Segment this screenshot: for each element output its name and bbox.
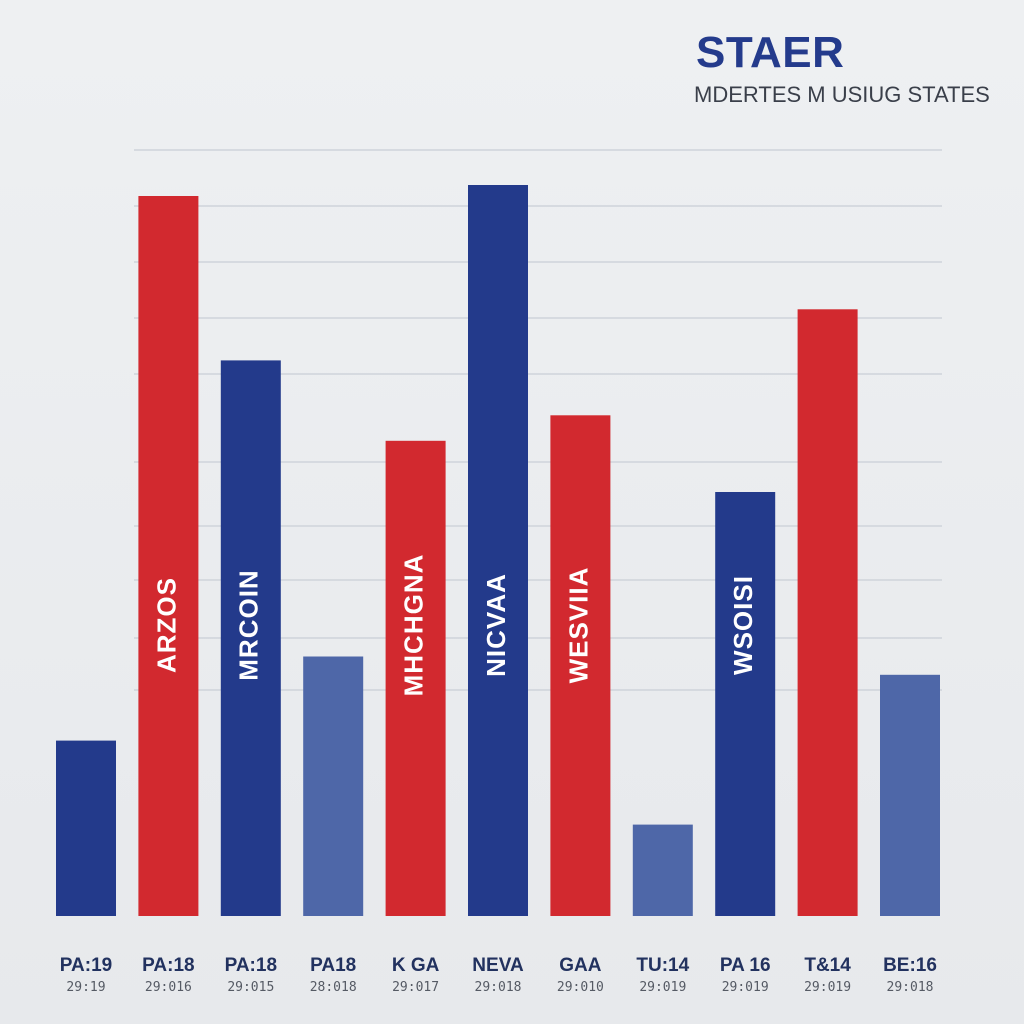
category-sublabel-4: 28:018 bbox=[310, 980, 357, 995]
bar-7 bbox=[550, 415, 611, 916]
category-labels: PA:19 29:19 PA:18 29:016 PA:18 29:015 PA18 28:0… bbox=[60, 955, 937, 995]
bar-6 bbox=[468, 185, 528, 916]
bar-9 bbox=[715, 492, 776, 916]
category-label-7: GAA bbox=[559, 955, 602, 976]
bar-1 bbox=[56, 740, 116, 916]
category-sublabel-9: 29:019 bbox=[722, 980, 769, 995]
category-label-9: PA 16 bbox=[720, 955, 771, 976]
category-sublabel-7: 29:010 bbox=[557, 980, 604, 995]
category-label-11: BE:16 bbox=[883, 955, 937, 976]
category-label-2: PA:18 bbox=[142, 955, 194, 976]
category-label-4: PA18 bbox=[310, 955, 356, 976]
category-sublabel-10: 29:019 bbox=[804, 980, 851, 995]
category-label-5: K GA bbox=[392, 955, 440, 976]
bar-8 bbox=[632, 824, 693, 916]
category-sublabel-3: 29:015 bbox=[227, 980, 274, 995]
chart-subtitle: MDERTES M USIUG STATES bbox=[694, 82, 990, 107]
bar-11 bbox=[880, 674, 940, 916]
bars: ARZOS MRCOIN MHCHGNA NICVAA WESVIIA WSOISI bbox=[56, 185, 940, 916]
bar-10 bbox=[797, 309, 858, 916]
bar-label-6: NICVAA bbox=[481, 573, 511, 677]
bar-label-5: MHCHGNA bbox=[398, 554, 428, 697]
category-label-3: PA:18 bbox=[225, 955, 277, 976]
category-sublabel-5: 29:017 bbox=[392, 980, 439, 995]
bar-label-3: MRCOIN bbox=[234, 569, 264, 680]
category-label-1: PA:19 bbox=[60, 955, 112, 976]
bar-3 bbox=[220, 360, 281, 916]
category-sublabel-8: 29:019 bbox=[639, 980, 686, 995]
category-sublabel-2: 29:016 bbox=[145, 980, 192, 995]
bar-label-9: WSOISI bbox=[728, 575, 758, 675]
bar-2 bbox=[138, 196, 199, 916]
bar-label-7: WESVIIA bbox=[563, 567, 593, 684]
category-sublabel-1: 29:19 bbox=[66, 980, 105, 995]
category-sublabel-6: 29:018 bbox=[475, 980, 522, 995]
category-label-8: TU:14 bbox=[636, 955, 689, 976]
category-sublabel-11: 29:018 bbox=[887, 980, 934, 995]
category-label-6: NEVA bbox=[472, 955, 524, 976]
bar-5 bbox=[385, 440, 446, 916]
bar-label-2: ARZOS bbox=[151, 577, 181, 673]
category-label-10: T&14 bbox=[804, 955, 851, 976]
chart-title: STAER bbox=[696, 28, 845, 77]
bar-4 bbox=[303, 656, 364, 916]
